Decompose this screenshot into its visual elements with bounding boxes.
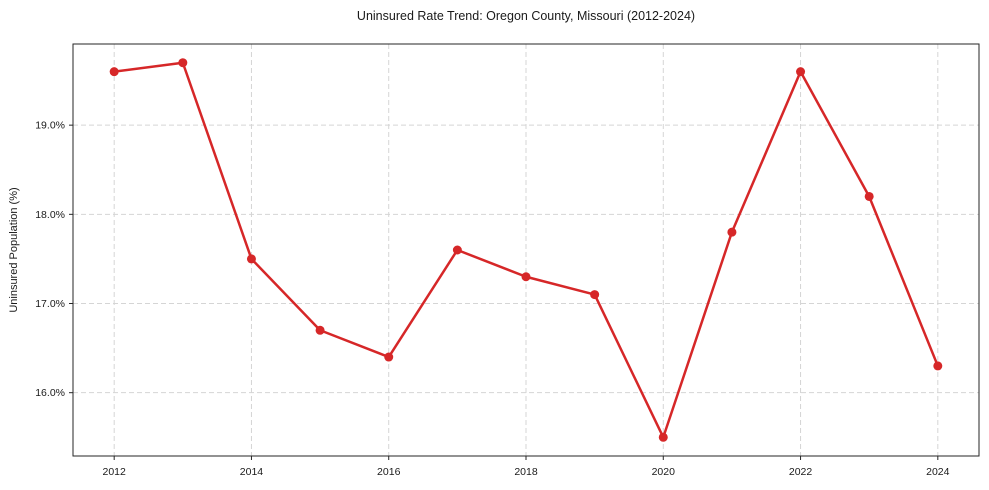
chart-title: Uninsured Rate Trend: Oregon County, Mis… <box>356 9 696 23</box>
y-tick-label: 18.0% <box>35 209 65 221</box>
x-tick-label: 2022 <box>789 466 813 478</box>
y-tick-label: 16.0% <box>35 387 65 399</box>
data-point <box>590 290 600 300</box>
x-tick-label: 2016 <box>377 466 401 478</box>
x-tick-label: 2012 <box>103 466 127 478</box>
data-point <box>315 325 325 335</box>
plot-border <box>72 43 980 457</box>
data-point <box>658 432 668 442</box>
x-tick-label: 2018 <box>514 466 538 478</box>
data-point <box>246 254 256 264</box>
data-point <box>796 67 806 77</box>
data-point <box>109 67 119 77</box>
data-point <box>384 352 394 362</box>
data-point <box>521 272 531 282</box>
x-tick-label: 2024 <box>926 466 950 478</box>
data-point <box>727 227 737 237</box>
x-tick-label: 2020 <box>652 466 676 478</box>
x-tick-label: 2014 <box>240 466 264 478</box>
data-point <box>864 191 874 201</box>
data-point <box>178 58 188 68</box>
y-tick-label: 19.0% <box>35 120 65 132</box>
y-tick-label: 17.0% <box>35 298 65 310</box>
data-point <box>452 245 462 255</box>
data-point <box>933 361 943 371</box>
